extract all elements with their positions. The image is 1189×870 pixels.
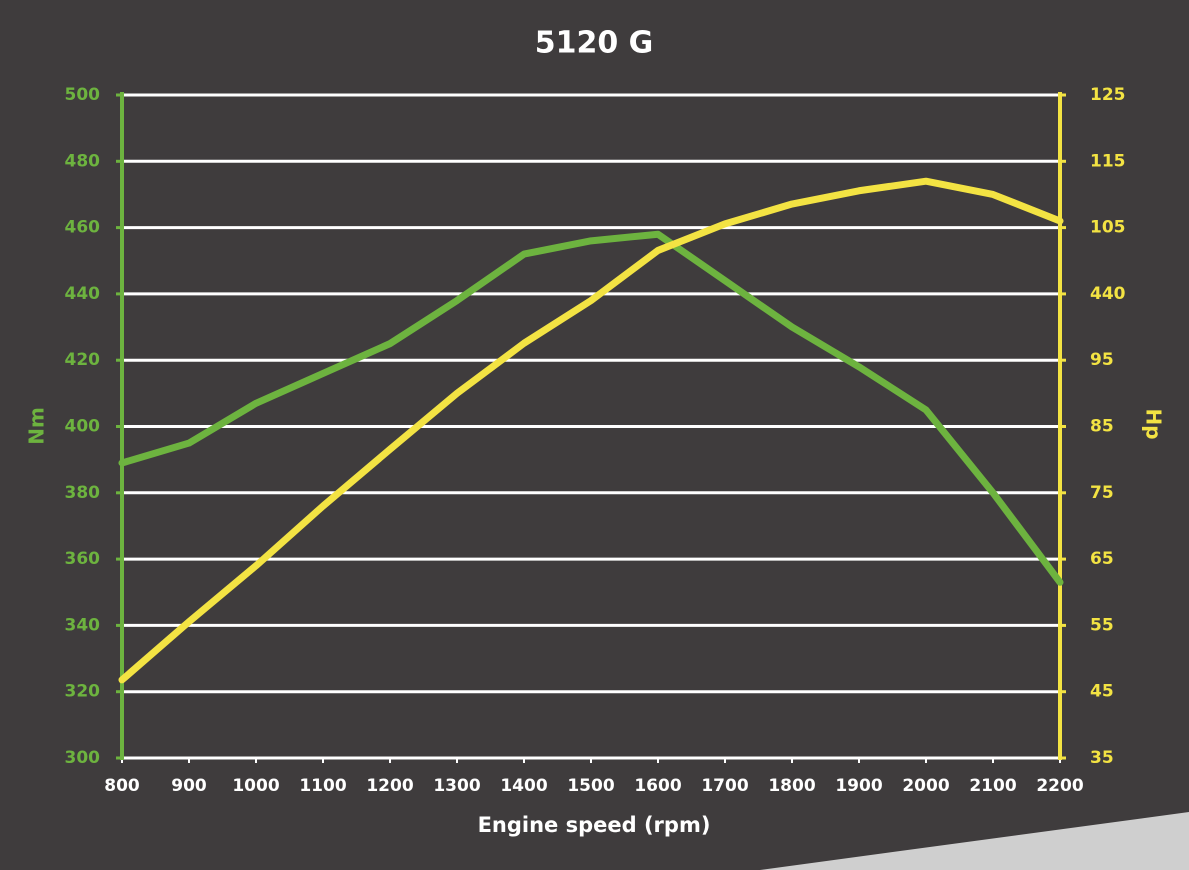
x-tick-label: 900 <box>171 776 207 796</box>
y-tick-label: 480 <box>65 151 101 171</box>
y2-tick-label: 35 <box>1090 748 1114 768</box>
x-tick-label: 1200 <box>366 776 413 796</box>
y-tick-label: 400 <box>65 417 101 437</box>
y2-tick-label: 85 <box>1090 417 1114 437</box>
y-tick-label: 440 <box>65 284 101 304</box>
y-tick-label: 460 <box>65 218 101 238</box>
x-tick-label: 1700 <box>701 776 748 796</box>
y2-tick-label: 125 <box>1090 85 1126 105</box>
y2-tick-label: 65 <box>1090 549 1114 569</box>
y-tick-label: 420 <box>65 350 101 370</box>
series-line <box>118 177 1064 684</box>
x-tick-label: 1600 <box>634 776 681 796</box>
y-tick-label: 300 <box>65 748 101 768</box>
x-tick-label: 2200 <box>1036 776 1083 796</box>
y-tick-label: 340 <box>65 615 101 635</box>
x-axis-title: Engine speed (rpm) <box>478 813 711 837</box>
x-tick-label: 1400 <box>500 776 547 796</box>
x-tick-label: 1000 <box>232 776 279 796</box>
y-axis-title: Nm <box>25 407 49 445</box>
y2-tick-label: 55 <box>1090 615 1114 635</box>
y-tick-label: 320 <box>65 682 101 702</box>
x-tick-label: 1900 <box>835 776 882 796</box>
y-tick-label: 380 <box>65 483 101 503</box>
x-tick-label: 1300 <box>433 776 480 796</box>
x-tick-label: 800 <box>104 776 140 796</box>
y2-tick-label: 75 <box>1090 483 1114 503</box>
y2-tick-label: 95 <box>1090 350 1114 370</box>
y2-axis-title: Hp <box>1142 408 1166 439</box>
y-tick-label: 500 <box>65 85 101 105</box>
y2-tick-label: 440 <box>1090 284 1126 304</box>
x-tick-label: 1100 <box>299 776 346 796</box>
series-line <box>118 230 1064 586</box>
y2-tick-label: 45 <box>1090 682 1114 702</box>
y2-tick-label: 105 <box>1090 218 1126 238</box>
x-tick-label: 2100 <box>969 776 1016 796</box>
x-tick-label: 1500 <box>567 776 614 796</box>
y-tick-label: 360 <box>65 549 101 569</box>
y2-tick-label: 115 <box>1090 151 1126 171</box>
chart-title: 5120 G <box>535 26 654 61</box>
corner-decoration <box>760 812 1189 870</box>
x-tick-label: 2000 <box>902 776 949 796</box>
x-tick-label: 1800 <box>768 776 815 796</box>
